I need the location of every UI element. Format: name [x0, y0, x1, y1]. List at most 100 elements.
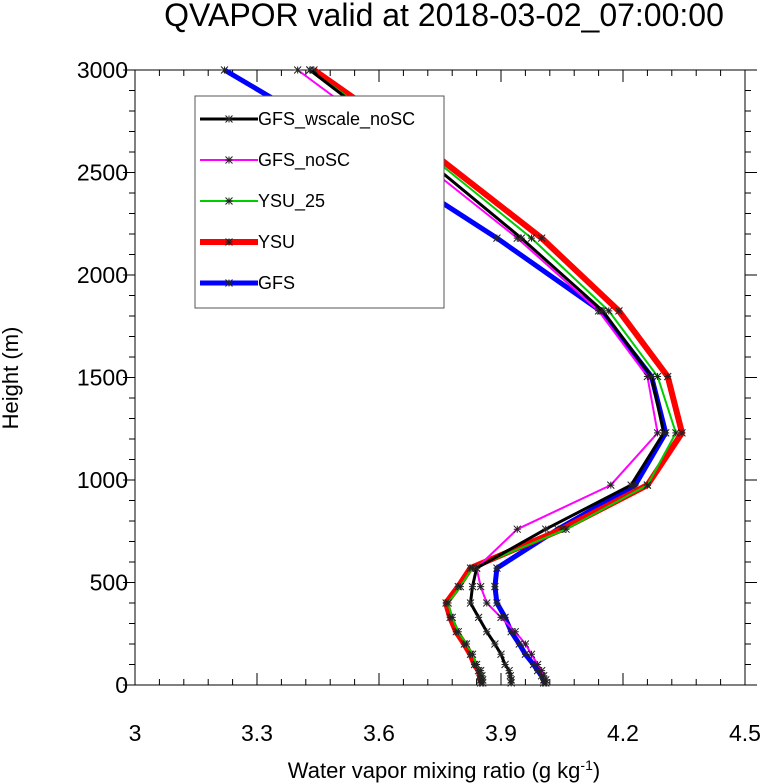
data-point — [474, 613, 483, 622]
y-axis-title: Height (m) — [0, 327, 23, 430]
x-tick-label: 3.3 — [241, 720, 273, 746]
data-point — [515, 640, 524, 648]
legend-item: YSU_25 — [200, 191, 325, 212]
data-point — [615, 307, 623, 315]
data-point — [493, 599, 501, 607]
y-tick-label: 1500 — [77, 365, 128, 391]
data-point — [507, 627, 516, 636]
data-point — [663, 372, 672, 381]
data-point — [478, 676, 487, 684]
chart-title: QVAPOR valid at 2018-03-02_07:00:00 — [164, 0, 724, 33]
legend-marker — [225, 115, 233, 123]
legend-item: GFS_wscale_noSC — [200, 109, 415, 130]
data-point — [653, 428, 662, 437]
data-point — [501, 660, 509, 669]
data-point — [306, 66, 314, 74]
x-axis-title-superscript: -1 — [580, 757, 593, 773]
x-tick-label: 4.2 — [607, 720, 639, 746]
data-point — [647, 372, 656, 381]
y-tick-label: 500 — [90, 570, 128, 596]
data-point — [511, 627, 520, 636]
legend-marker — [225, 197, 233, 205]
data-point — [506, 671, 515, 680]
legend-items: GFS_wscale_noSC GFS_noSC YSU_25 YSU GFS — [200, 109, 415, 293]
data-point — [562, 525, 570, 534]
legend-item: GFS_noSC — [200, 150, 350, 171]
data-point — [456, 582, 465, 591]
y-tick-label: 2500 — [77, 160, 128, 186]
data-point — [643, 481, 652, 489]
legend-item: YSU — [200, 232, 295, 252]
data-point — [501, 613, 509, 622]
y-tick-label: 2000 — [77, 262, 128, 288]
data-point — [541, 525, 550, 534]
data-point — [497, 650, 505, 659]
y-axis-ticks: 0 500 1000 1500 2000 2500 3000 — [77, 57, 757, 698]
data-point — [491, 582, 499, 591]
legend-label: YSU_25 — [258, 191, 325, 212]
data-point — [220, 66, 229, 74]
series-layer — [220, 66, 686, 687]
data-point — [507, 676, 516, 684]
data-point — [529, 660, 538, 669]
y-tick-label: 3000 — [77, 57, 128, 83]
data-point — [627, 481, 635, 489]
data-point — [541, 676, 550, 684]
data-point — [493, 564, 501, 573]
data-point — [476, 582, 485, 591]
legend-label: YSU — [258, 232, 295, 252]
x-tick-label: 4.5 — [729, 720, 761, 746]
data-point — [472, 660, 481, 669]
data-point — [454, 627, 463, 636]
x-tick-label: 3.9 — [485, 720, 517, 746]
data-point — [537, 666, 546, 675]
data-point — [594, 307, 603, 315]
data-point — [558, 525, 566, 534]
data-point — [604, 307, 613, 315]
data-point — [293, 66, 302, 74]
data-point — [466, 599, 475, 607]
data-point — [521, 640, 530, 648]
x-axis-ticks: 3 3.3 3.6 3.9 4.2 4.5 — [129, 70, 761, 746]
data-point — [472, 564, 481, 573]
data-point — [527, 234, 536, 242]
series-GFS_wscale_noSC — [306, 66, 668, 687]
data-point — [482, 599, 491, 607]
data-point — [672, 428, 680, 437]
legend-marker — [225, 156, 233, 164]
data-point — [482, 627, 491, 636]
data-point — [468, 564, 477, 573]
data-point — [444, 599, 452, 607]
data-point — [448, 613, 457, 622]
series-YSU_25 — [306, 66, 680, 687]
y-tick-label: 1000 — [77, 467, 128, 493]
x-axis-title: Water vapor mixing ratio (g kg-1) — [288, 757, 600, 783]
data-point — [462, 640, 471, 648]
data-point — [659, 428, 668, 437]
data-point — [505, 666, 513, 675]
data-point — [533, 666, 542, 675]
data-point — [491, 640, 499, 648]
legend-marker — [225, 238, 233, 246]
data-point — [517, 234, 526, 242]
data-point — [678, 428, 686, 437]
data-point — [513, 525, 522, 534]
legend-label: GFS_noSC — [258, 150, 350, 171]
x-axis-title-main: Water vapor mixing ratio (g kg — [288, 758, 581, 783]
data-point — [643, 372, 652, 381]
x-axis-title-end: ) — [593, 758, 600, 783]
y-tick-label: 0 — [115, 672, 128, 698]
data-point — [521, 650, 530, 659]
data-point — [310, 66, 318, 74]
data-point — [513, 234, 522, 242]
data-point — [631, 481, 640, 489]
legend-marker — [225, 279, 233, 287]
legend-item: GFS — [200, 273, 295, 293]
data-point — [539, 671, 548, 680]
data-point — [493, 234, 501, 242]
legend: GFS_wscale_noSC GFS_noSC YSU_25 YSU GFS — [194, 95, 445, 309]
x-tick-label: 3.6 — [363, 720, 395, 746]
data-point — [533, 660, 542, 669]
legend-label: GFS_wscale_noSC — [258, 109, 415, 130]
